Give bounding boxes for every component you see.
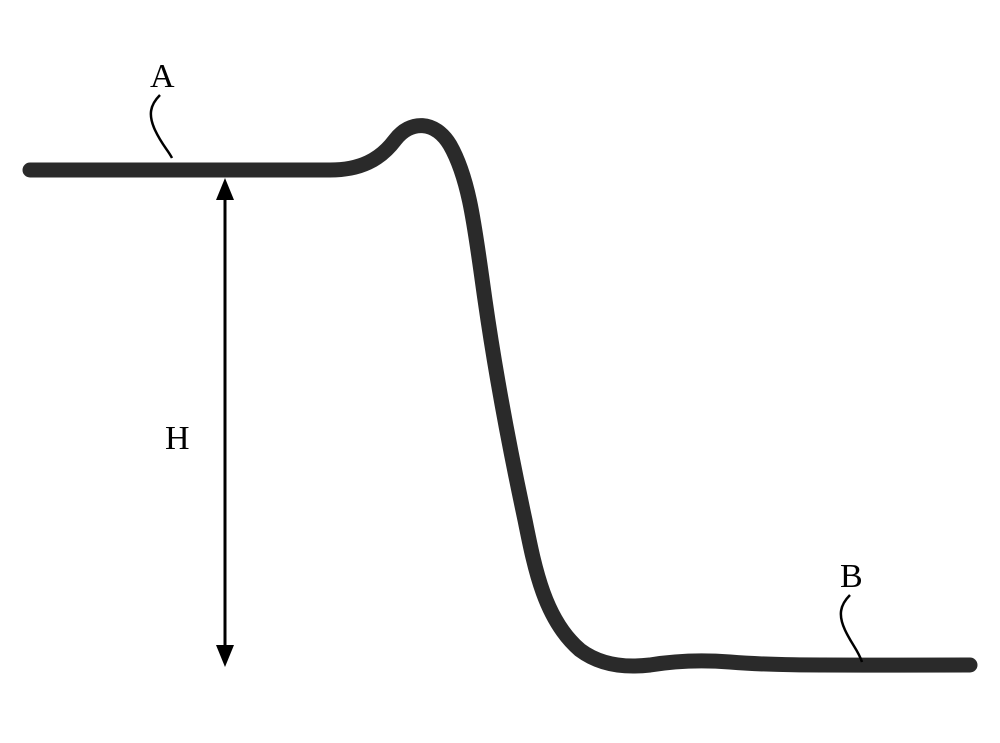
label-h: H: [165, 420, 190, 458]
leader-a: [151, 95, 172, 158]
dimension-h: [216, 178, 234, 667]
label-b: B: [840, 558, 863, 596]
label-a: A: [150, 58, 175, 96]
leader-b: [841, 595, 862, 662]
step-curve: [30, 126, 970, 666]
diagram-canvas: [0, 0, 1000, 743]
